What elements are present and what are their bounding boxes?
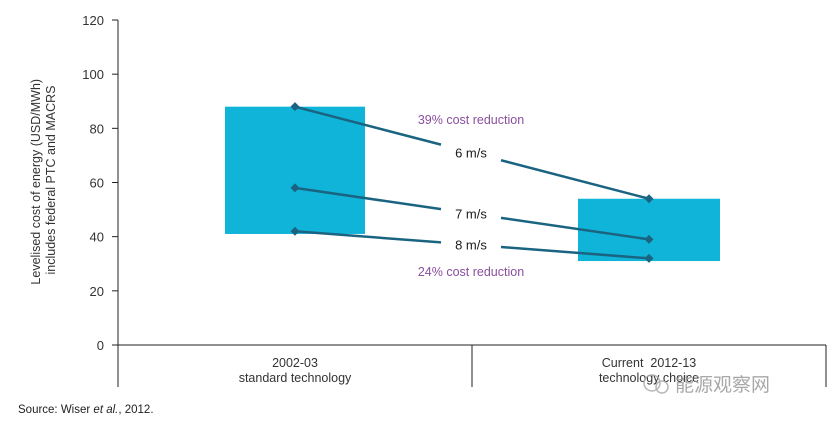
- cost-reduction-annotation: 24% cost reduction: [418, 265, 524, 279]
- data-point-marker: [290, 183, 300, 193]
- y-ticks: 0 20 40 60 80 100 120: [82, 13, 118, 353]
- watermark: 能源观察网: [643, 374, 770, 396]
- cost-reduction-annotation: 39% cost reduction: [418, 113, 524, 127]
- source-suffix: , 2012.: [118, 404, 154, 416]
- range-bar: [578, 198, 720, 262]
- y-tick-label: 120: [82, 13, 104, 28]
- source-italic: et al.: [93, 404, 119, 416]
- series-line: [294, 105, 442, 146]
- y-axis-label-line1: Levelised cost of energy (USD/MWh): [29, 79, 43, 285]
- y-axis-label-line2: includes federal PTC and MACRS: [44, 86, 58, 275]
- range-bars: [225, 106, 720, 262]
- y-axis-label: Levelised cost of energy (USD/MWh) inclu…: [29, 75, 58, 284]
- y-tick-label: 40: [90, 230, 104, 245]
- data-point-marker: [290, 226, 300, 236]
- x-category-2: Current 2012-13 technology choice: [599, 356, 699, 385]
- series-line: [294, 230, 442, 244]
- series-line: [294, 186, 442, 211]
- data-point-marker: [644, 194, 654, 204]
- chart: 0 20 40 60 80 100 120 6 m/s 7 m/s 8 m/s 39% cost…: [29, 13, 827, 396]
- source-note: Source: Wiser et al., 2012.: [18, 404, 154, 416]
- y-tick-label: 80: [90, 121, 104, 136]
- series-label: 7 m/s: [455, 207, 487, 222]
- range-bar: [225, 106, 365, 234]
- annotations: 39% cost reduction 24% cost reduction: [418, 113, 524, 279]
- x-category-2-line2: technology choice: [599, 371, 699, 385]
- data-point-marker: [644, 253, 654, 263]
- series-label: 6 m/s: [455, 145, 487, 160]
- x-category-1: 2002-03 standard technology: [239, 356, 352, 385]
- series-line: [500, 216, 650, 241]
- source-prefix: Source: Wiser: [18, 404, 94, 416]
- x-category-1-line1: 2002-03: [272, 356, 318, 370]
- series-line: [500, 245, 650, 260]
- y-tick-label: 20: [90, 284, 104, 299]
- y-tick-label: 60: [90, 176, 104, 191]
- y-tick-label: 0: [97, 338, 104, 353]
- data-point-marker: [644, 234, 654, 244]
- series-line: [500, 159, 650, 200]
- series-lines: 6 m/s 7 m/s 8 m/s: [290, 102, 654, 263]
- y-tick-label: 100: [82, 67, 104, 82]
- watermark-text: 能源观察网: [675, 374, 770, 396]
- series-label: 8 m/s: [455, 238, 487, 253]
- data-point-marker: [290, 102, 300, 112]
- x-category-1-line2: standard technology: [239, 371, 352, 385]
- x-category-2-line1: Current 2012-13: [602, 356, 697, 370]
